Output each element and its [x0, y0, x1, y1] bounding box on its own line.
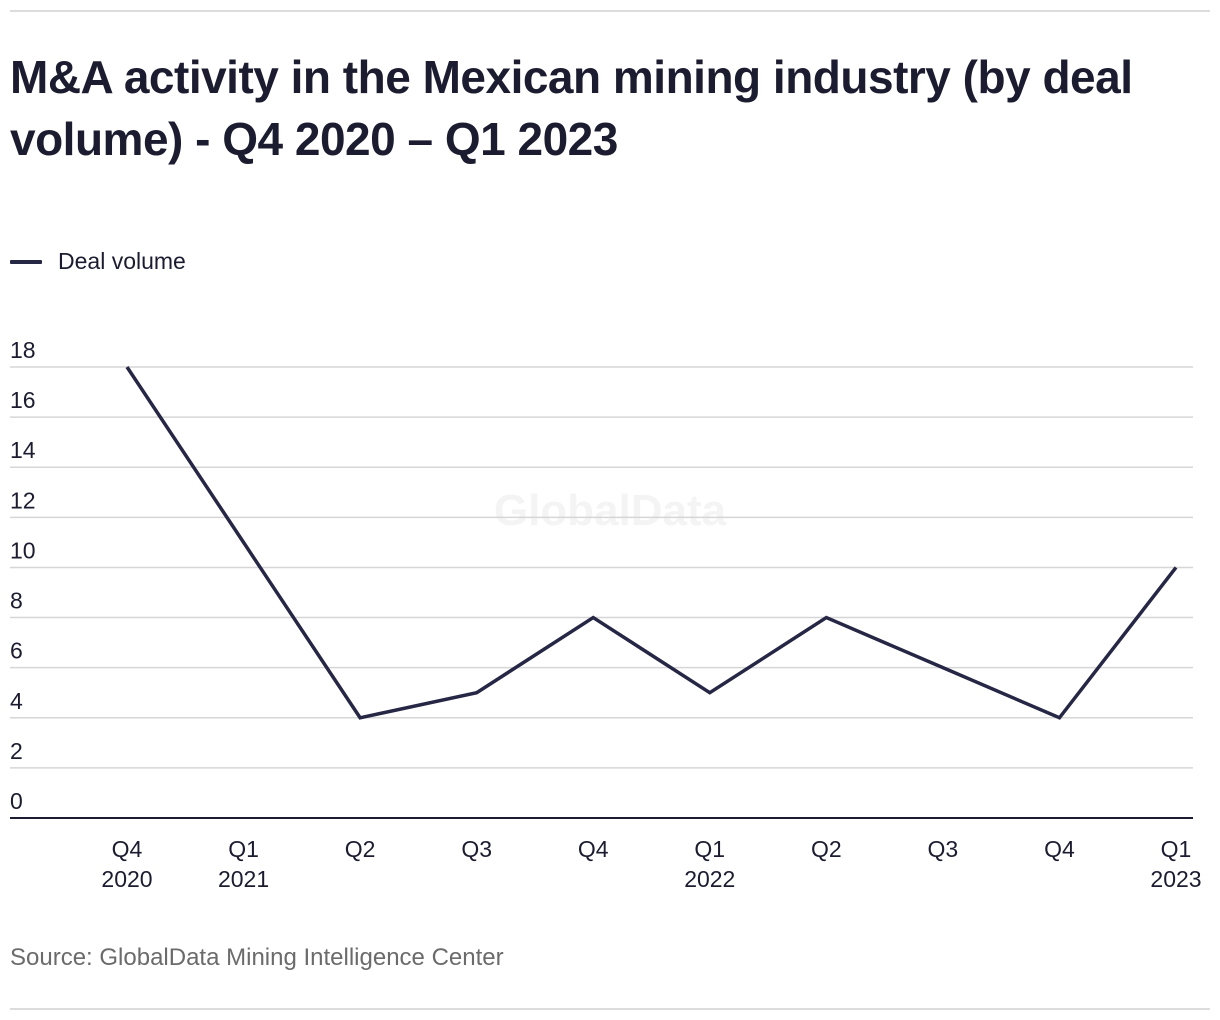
x-tick-label-quarter: Q4	[1044, 836, 1075, 862]
x-tick-label-quarter: Q3	[461, 836, 492, 862]
y-tick-label-10: 10	[10, 537, 36, 563]
legend-label-deal-volume: Deal volume	[58, 248, 186, 274]
x-tick-label-quarter: Q4	[112, 836, 143, 862]
legend: Deal volume	[10, 248, 186, 275]
x-axis: Q4 2020 Q1 2021 Q2 Q3 Q4 Q1 2022 Q2 Q3 Q4 Q1 2023	[101, 836, 1201, 892]
x-tick-label-year: 2020	[101, 866, 152, 892]
x-tick-label-quarter: Q2	[345, 836, 376, 862]
series-deal-volume	[125, 366, 1178, 720]
y-axis: 0 2 4 6 8 10 12 14 16 18	[10, 337, 36, 814]
y-tick-label-2: 2	[10, 738, 23, 764]
y-tick-label-16: 16	[10, 387, 36, 413]
y-tick-label-14: 14	[10, 437, 36, 463]
x-tick-label-quarter: Q4	[578, 836, 609, 862]
series-line	[125, 366, 1178, 720]
y-tick-label-18: 18	[10, 337, 36, 363]
chart-title: M&A activity in the Mexican mining indus…	[10, 51, 1133, 165]
x-tick-label-year: 2022	[684, 866, 735, 892]
x-tick-label-quarter: Q1	[1161, 836, 1192, 862]
watermark: GlobalData	[494, 486, 727, 535]
y-tick-label-8: 8	[10, 588, 23, 614]
y-tick-label-6: 6	[10, 638, 23, 664]
x-tick-label-quarter: Q1	[228, 836, 259, 862]
x-tick-label-year: 2023	[1150, 866, 1201, 892]
x-tick-label-quarter: Q3	[928, 836, 959, 862]
y-tick-label-0: 0	[10, 788, 23, 814]
x-tick-label-year: 2021	[218, 866, 269, 892]
bottom-divider	[10, 1008, 1210, 1010]
legend-swatch-deal-volume	[10, 259, 42, 264]
x-tick-label-quarter: Q1	[694, 836, 725, 862]
grid	[10, 366, 1193, 819]
top-divider	[10, 10, 1210, 12]
y-tick-label-12: 12	[10, 487, 36, 513]
y-tick-label-4: 4	[10, 688, 23, 714]
x-tick-label-quarter: Q2	[811, 836, 842, 862]
source-note: Source: GlobalData Mining Intelligence C…	[10, 944, 504, 971]
